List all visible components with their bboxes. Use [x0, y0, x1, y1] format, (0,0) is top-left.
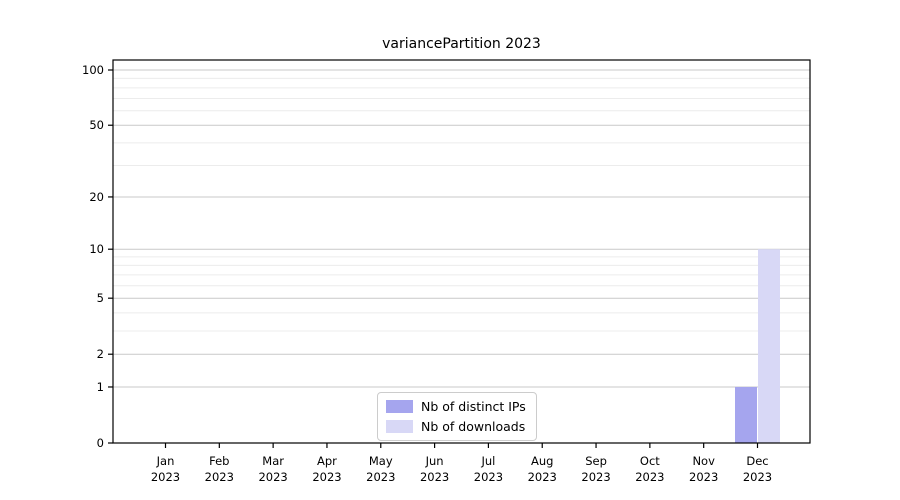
bar-nb-of-downloads — [758, 249, 780, 443]
x-tick-label-year: 2023 — [743, 470, 772, 484]
x-tick-label-year: 2023 — [420, 470, 449, 484]
y-tick-label: 100 — [82, 63, 104, 77]
x-tick-label-year: 2023 — [581, 470, 610, 484]
x-tick-label-month: Jul — [480, 454, 495, 468]
x-tick-label-month: Feb — [209, 454, 229, 468]
x-tick-label-month: Dec — [746, 454, 768, 468]
x-tick-label-year: 2023 — [258, 470, 287, 484]
y-tick-label: 50 — [89, 118, 104, 132]
x-tick-label-month: May — [369, 454, 393, 468]
bar-nb-of-distinct-ips — [735, 386, 757, 443]
chart-title: variancePartition 2023 — [382, 36, 541, 52]
legend-label-distinct-ips: Nb of distinct IPs — [421, 399, 526, 414]
x-tick-label-month: Aug — [531, 454, 553, 468]
x-tick-label-year: 2023 — [528, 470, 557, 484]
y-tick-label: 20 — [89, 190, 104, 204]
legend: Nb of distinct IPs Nb of downloads — [377, 392, 537, 441]
x-tick-label-year: 2023 — [689, 470, 718, 484]
x-tick-label-month: Apr — [317, 454, 337, 468]
x-tick-label-year: 2023 — [312, 470, 341, 484]
x-tick-label-month: Nov — [692, 454, 715, 468]
x-tick-label-year: 2023 — [366, 470, 395, 484]
y-tick-label: 1 — [97, 380, 104, 394]
x-tick-label-month: Mar — [262, 454, 284, 468]
y-tick-label: 10 — [89, 242, 104, 256]
legend-swatch-downloads — [386, 420, 413, 433]
legend-item-distinct-ips: Nb of distinct IPs — [386, 398, 526, 415]
y-tick-label: 0 — [97, 436, 104, 450]
x-tick-label-year: 2023 — [151, 470, 180, 484]
x-tick-label-month: Oct — [640, 454, 660, 468]
legend-swatch-distinct-ips — [386, 400, 413, 413]
x-tick-label-year: 2023 — [205, 470, 234, 484]
x-tick-label-month: Sep — [585, 454, 607, 468]
x-tick-label-year: 2023 — [474, 470, 503, 484]
axis-frame — [112, 59, 811, 444]
x-tick-label-month: Jan — [156, 454, 175, 468]
x-tick-label-month: Jun — [425, 454, 444, 468]
legend-item-downloads: Nb of downloads — [386, 418, 526, 435]
y-tick-label: 5 — [97, 291, 104, 305]
y-tick-label: 2 — [97, 347, 104, 361]
x-tick-label-year: 2023 — [635, 470, 664, 484]
legend-label-downloads: Nb of downloads — [421, 419, 526, 434]
